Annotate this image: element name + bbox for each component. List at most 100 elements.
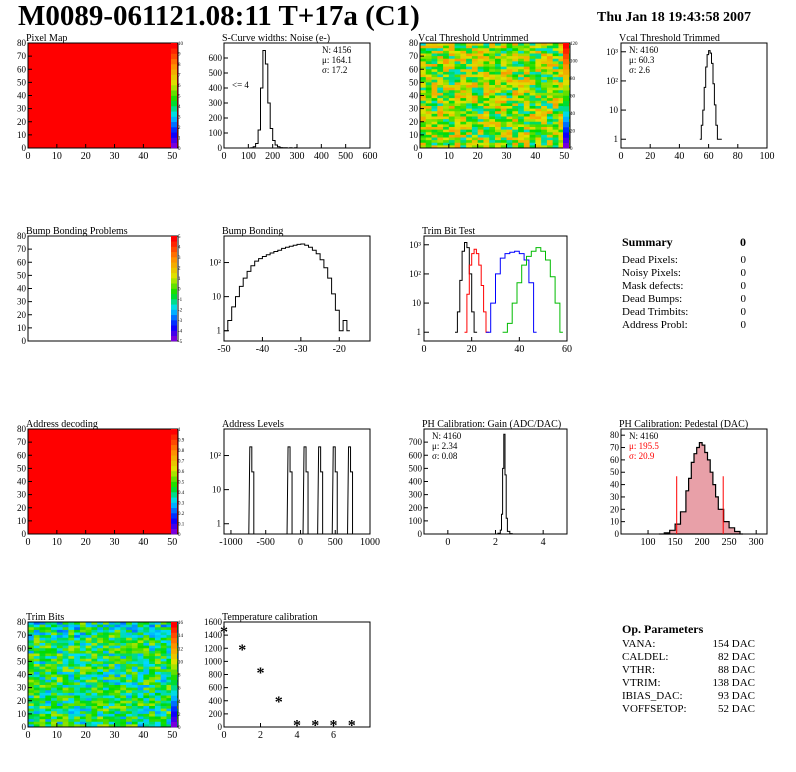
heatmap-cell [425, 113, 432, 117]
heatmap-cell [552, 137, 559, 141]
heatmap-cell [33, 632, 40, 636]
heatmap-cell [114, 685, 121, 689]
chart-title: Address Levels [222, 419, 284, 430]
heatmap-cell [160, 685, 167, 689]
heatmap-cell [51, 627, 58, 631]
heatmap-cell [443, 58, 450, 62]
heatmap-cell [512, 58, 519, 62]
heatmap-cell [425, 95, 432, 99]
heatmap-cell [425, 116, 432, 120]
heatmap-cell [518, 113, 525, 117]
heatmap-cell [39, 700, 46, 704]
colorbar-label: 0 [570, 147, 573, 152]
heatmap-cell [108, 711, 115, 715]
heatmap-cell [546, 77, 554, 81]
heatmap-cell [149, 653, 156, 657]
heatmap-cell [431, 92, 438, 96]
heatmap-cell [443, 145, 450, 149]
x-tick-label: 40 [138, 730, 148, 741]
heatmap-cell [529, 92, 536, 96]
heatmap-cell [523, 116, 531, 120]
heatmap-cell [495, 79, 502, 83]
heatmap-cell [546, 53, 554, 57]
heatmap-cell [506, 103, 513, 107]
heatmap-cell [512, 127, 519, 131]
heatmap-cell [97, 721, 104, 725]
heatmap-cell [154, 661, 162, 665]
heatmap-cell [143, 703, 150, 707]
heatmap-cell [114, 671, 121, 675]
y-tick-label: 10 [610, 517, 620, 527]
heatmap-cell [495, 90, 502, 94]
heatmap-cell [495, 119, 502, 123]
heatmap-cell [62, 674, 69, 678]
heatmap-cell [541, 140, 548, 144]
heatmap-cell [477, 124, 484, 128]
heatmap-cell [495, 53, 502, 57]
heatmap-cell [120, 658, 127, 662]
heatmap-cell [85, 692, 92, 696]
heatmap-cell [425, 145, 432, 149]
y-tick-label: 20 [409, 117, 419, 127]
heatmap-cell [79, 643, 87, 647]
heatmap-cell [518, 98, 525, 102]
chart-title: Pixel Map [26, 33, 67, 44]
heatmap-cell [108, 692, 115, 696]
heatmap-cell [68, 671, 75, 675]
colorbar-cell [171, 507, 177, 514]
heatmap-cell [108, 698, 115, 702]
y-tick-label: 80 [17, 231, 27, 241]
op-parameters-title: Op. Parameters [622, 622, 704, 636]
heatmap-cell [466, 56, 473, 60]
heatmap-cell [546, 66, 554, 70]
y-tick-label: 60 [610, 455, 620, 465]
heatmap-cell [97, 679, 104, 683]
heatmap-cell [558, 129, 565, 133]
heatmap-cell [495, 132, 502, 136]
plot-frame [223, 235, 371, 342]
heatmap-cell [114, 632, 121, 636]
heatmap-cell [518, 61, 525, 65]
op-param-row: IBIAS_DAC: 93 DAC [622, 690, 755, 703]
heatmap-cell [154, 622, 162, 626]
heatmap-cell [103, 661, 110, 665]
heatmap-cell [552, 92, 559, 96]
heatmap-cell [62, 637, 69, 641]
heatmap-cell [137, 664, 144, 668]
heatmap-cell [454, 124, 461, 128]
heatmap-cell [535, 142, 542, 146]
heatmap-cell [535, 129, 542, 133]
heatmap-cell [506, 121, 513, 125]
heatmap-cell [137, 671, 144, 675]
heatmap-cell [126, 706, 133, 710]
heatmap-cell [443, 98, 450, 102]
heatmap-cell [143, 650, 150, 654]
heatmap-cell [45, 682, 52, 686]
heatmap-cell [114, 706, 121, 710]
heatmap-cell [483, 145, 490, 149]
heatmap-cell [518, 90, 525, 94]
heatmap-cell [143, 658, 150, 662]
heatmap-cell [443, 127, 450, 131]
op-param-label: CALDEL: [622, 651, 669, 663]
heatmap-cell [454, 66, 461, 70]
heatmap-cell [506, 140, 513, 144]
heatmap-cell [51, 666, 58, 670]
heatmap-cell [120, 706, 127, 710]
heatmap-cell [518, 69, 525, 73]
heatmap-cell [103, 666, 110, 670]
heatmap-cell [443, 106, 450, 110]
heatmap-cell [120, 669, 127, 673]
heatmap-cell [506, 64, 513, 68]
heatmap-cell [454, 106, 461, 110]
heatmap-cell [62, 653, 69, 657]
heatmap-cell [114, 669, 121, 673]
heatmap-cell [166, 650, 173, 654]
heatmap-cell [85, 719, 92, 723]
heatmap-cell [437, 106, 444, 110]
heatmap-cell [431, 116, 438, 120]
heatmap-cell [97, 653, 104, 657]
heatmap-cell [28, 703, 35, 707]
heatmap-cell [506, 77, 513, 81]
